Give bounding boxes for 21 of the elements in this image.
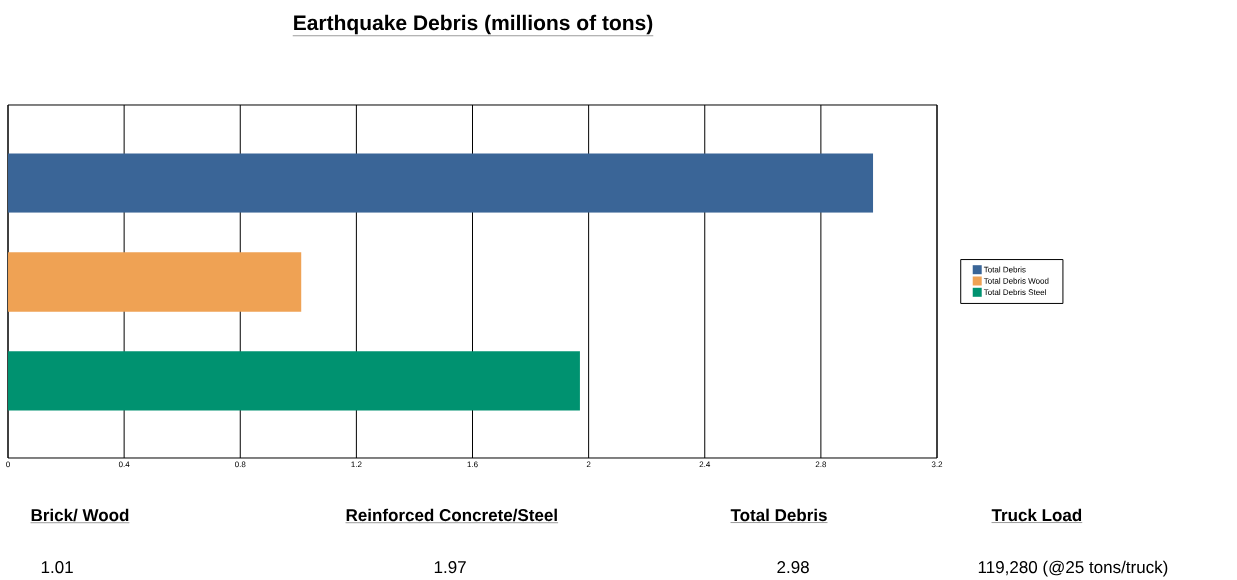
- x-tick-label: 2.8: [815, 461, 827, 468]
- text: Reinforced Concrete/Steel: [346, 508, 557, 522]
- x-tick-label: 0.4: [118, 461, 130, 468]
- legend-label: Total Debris: [983, 266, 1026, 273]
- x-tick-label: 2.4: [699, 461, 711, 468]
- text: Brick/ Wood: [31, 508, 129, 522]
- x-tick-label: 0: [6, 461, 10, 468]
- x-tick-label: 1.2: [351, 461, 362, 468]
- x-tick-label: 2: [586, 461, 591, 468]
- text: 119,280 (@25 tons/truck): [978, 560, 1168, 577]
- x-tick-label: 3.2: [931, 461, 943, 468]
- text: 1.01: [41, 561, 73, 574]
- text: Truck Load: [991, 508, 1082, 522]
- legend-label: Total Debris Wood: [983, 277, 1049, 284]
- chart-title: Earthquake Debris (millions of tons): [294, 14, 653, 35]
- x-tick-label: 0.8: [235, 461, 246, 468]
- legend-label: Total Debris Steel: [983, 289, 1046, 296]
- x-tick-label: 1.6: [467, 461, 478, 468]
- text: 2.98: [777, 561, 809, 574]
- text: 1.97: [434, 561, 466, 574]
- text: Total Debris: [730, 508, 827, 522]
